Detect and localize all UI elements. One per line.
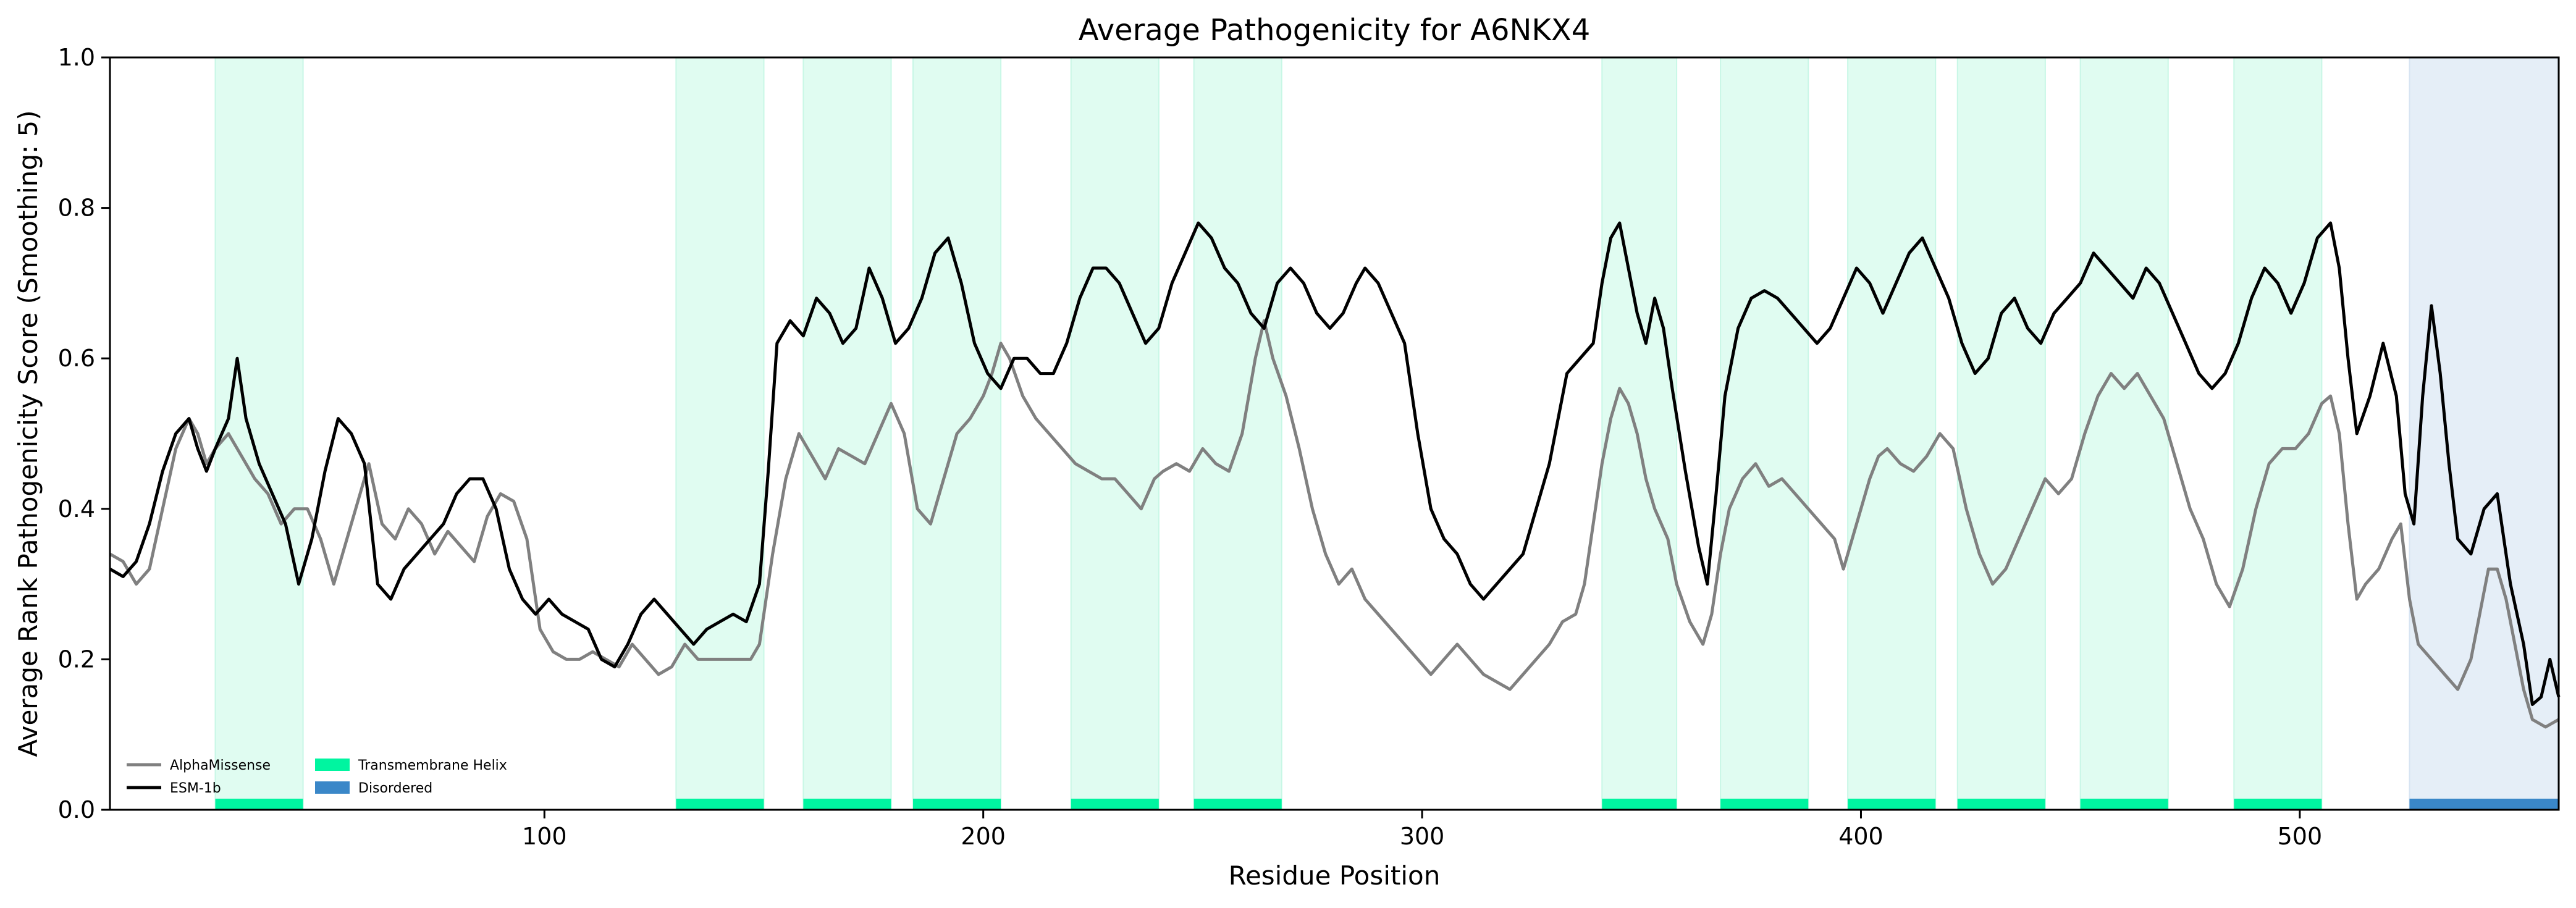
region-bar-5 <box>1193 799 1282 810</box>
region-band-7 <box>1720 57 1809 810</box>
y-tick-label: 0.6 <box>58 345 95 372</box>
region-bar-12 <box>2409 799 2559 810</box>
region-bar-2 <box>803 799 891 810</box>
region-bar-7 <box>1720 799 1809 810</box>
x-tick-label: 400 <box>1838 823 1884 850</box>
region-bar-9 <box>1957 799 2045 810</box>
x-ticks: 100 200 300 400 500 <box>522 810 2322 850</box>
region-bar-3 <box>913 799 1001 810</box>
x-tick-label: 200 <box>961 823 1006 850</box>
x-axis-label: Residue Position <box>1229 860 1441 891</box>
y-tick-label: 0.8 <box>58 195 95 222</box>
legend-swatch <box>315 781 350 794</box>
region-band-12 <box>2409 57 2560 810</box>
chart-title: Average Pathogenicity for A6NKX4 <box>1079 13 1591 48</box>
y-tick-label: 0.2 <box>58 645 95 673</box>
y-ticks: 0.0 0.2 0.4 0.6 0.8 1.0 <box>58 44 110 823</box>
region-bands <box>214 57 2560 810</box>
legend-label: Transmembrane Helix <box>358 758 507 773</box>
region-band-1 <box>675 57 765 810</box>
plot-frame <box>109 56 2560 811</box>
y-tick-label: 0.0 <box>58 796 95 823</box>
region-bar-11 <box>2234 799 2322 810</box>
region-band-5 <box>1193 57 1282 810</box>
y-axis-label: Average Rank Pathogenicity Score (Smooth… <box>13 110 43 757</box>
region-bar-10 <box>2080 799 2168 810</box>
region-bar-4 <box>1071 799 1159 810</box>
legend-label: AlphaMissense <box>170 758 271 773</box>
x-tick-label: 300 <box>1400 823 1445 850</box>
series-line-esm-1b <box>109 221 2561 706</box>
region-band-4 <box>1070 57 1160 810</box>
x-tick-label: 100 <box>522 823 567 850</box>
region-band-9 <box>1956 57 2046 810</box>
region-bar-8 <box>1848 799 1936 810</box>
legend: AlphaMissense ESM-1b Transmembrane Helix Di… <box>127 758 507 796</box>
region-bar-6 <box>1602 799 1677 810</box>
region-bar-1 <box>676 799 764 810</box>
region-band-10 <box>2079 57 2169 810</box>
region-bars <box>215 799 2559 810</box>
x-tick-label: 500 <box>2278 823 2323 850</box>
series-lines <box>109 221 2561 729</box>
legend-label: Disordered <box>358 781 432 796</box>
y-tick-label: 0.4 <box>58 495 95 523</box>
legend-label: ESM-1b <box>170 781 221 796</box>
series-line-alphamissense <box>109 319 2560 729</box>
region-band-8 <box>1847 57 1937 810</box>
y-tick-label: 1.0 <box>58 44 95 71</box>
region-bar-0 <box>215 799 303 810</box>
region-band-6 <box>1601 57 1678 810</box>
legend-swatch <box>315 759 350 771</box>
